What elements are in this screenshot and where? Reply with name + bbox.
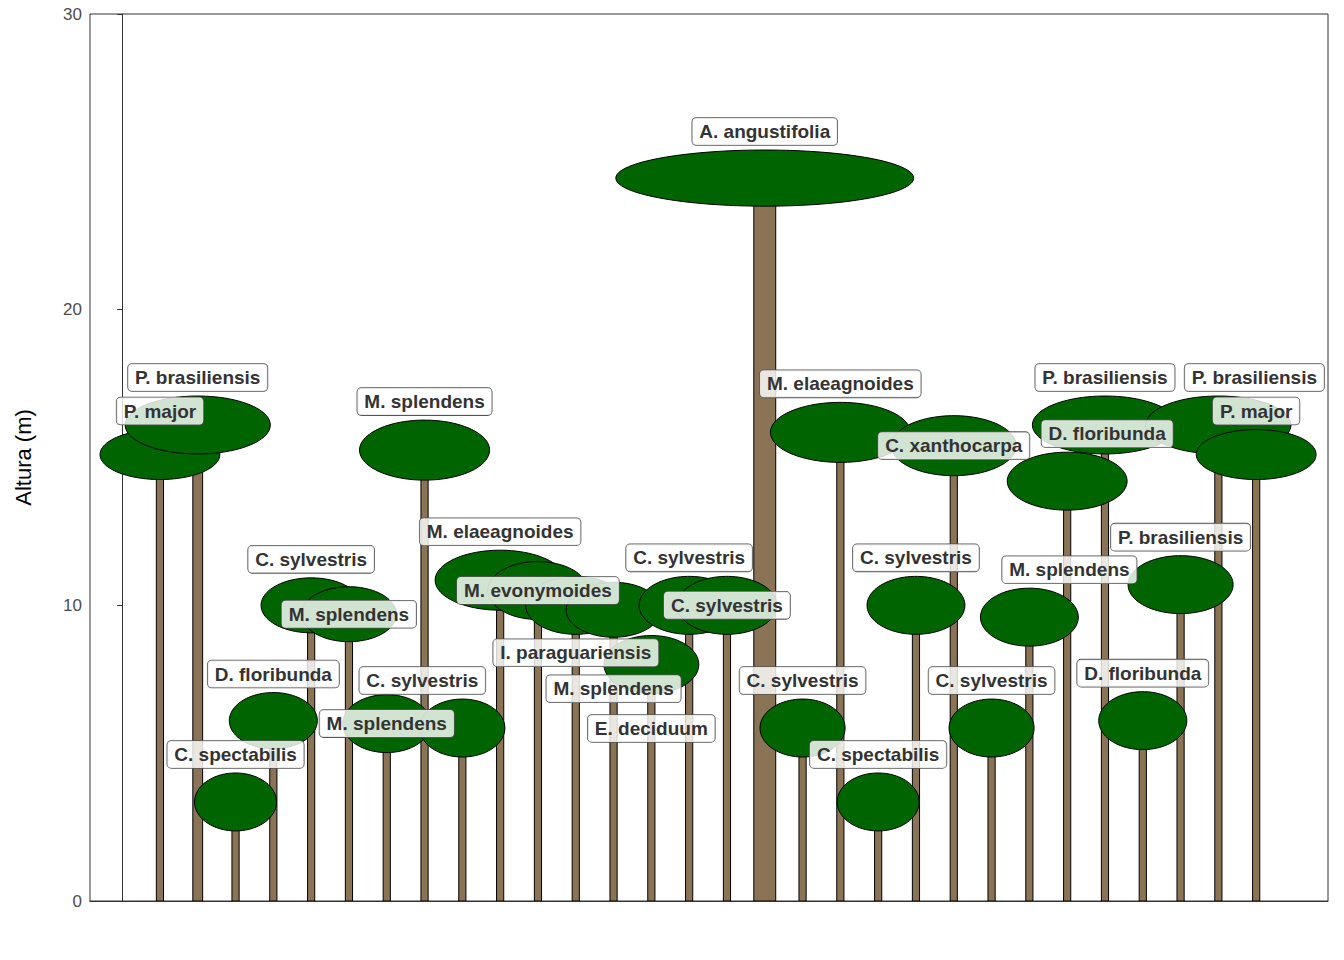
- svg-text:M. elaeagnoides: M. elaeagnoides: [767, 373, 914, 394]
- svg-text:I. paraguariensis: I. paraguariensis: [500, 642, 651, 663]
- svg-text:P. brasiliensis: P. brasiliensis: [1042, 367, 1167, 388]
- svg-text:P. major: P. major: [124, 401, 197, 422]
- svg-text:P. major: P. major: [1220, 401, 1293, 422]
- svg-text:C. sylvestris: C. sylvestris: [936, 670, 1048, 691]
- svg-text:M. splendens: M. splendens: [364, 391, 484, 412]
- svg-text:C. sylvestris: C. sylvestris: [671, 595, 783, 616]
- svg-text:C. sylvestris: C. sylvestris: [255, 549, 367, 570]
- svg-text:P. brasiliensis: P. brasiliensis: [1192, 367, 1317, 388]
- svg-text:C. sylvestris: C. sylvestris: [860, 547, 972, 568]
- svg-text:Altura (m): Altura (m): [11, 409, 36, 506]
- svg-text:10: 10: [63, 596, 82, 615]
- svg-text:M. splendens: M. splendens: [553, 678, 673, 699]
- svg-text:C. xanthocarpa: C. xanthocarpa: [885, 435, 1023, 456]
- svg-text:C. sylvestris: C. sylvestris: [366, 670, 478, 691]
- svg-text:M. elaeagnoides: M. elaeagnoides: [427, 521, 574, 542]
- svg-text:C. spectabilis: C. spectabilis: [174, 744, 296, 765]
- svg-text:20: 20: [63, 300, 82, 319]
- svg-text:P. brasiliensis: P. brasiliensis: [135, 367, 260, 388]
- svg-text:M. splendens: M. splendens: [289, 604, 409, 625]
- svg-text:C. spectabilis: C. spectabilis: [817, 744, 940, 765]
- svg-text:M. evonymoides: M. evonymoides: [464, 580, 612, 601]
- svg-text:30: 30: [63, 5, 82, 24]
- svg-text:C. sylvestris: C. sylvestris: [747, 670, 859, 691]
- svg-text:P. brasiliensis: P. brasiliensis: [1118, 527, 1243, 548]
- svg-text:D. floribunda: D. floribunda: [1084, 663, 1202, 684]
- svg-text:M. splendens: M. splendens: [1009, 559, 1129, 580]
- svg-text:A. angustifolia: A. angustifolia: [699, 121, 830, 142]
- svg-text:D. floribunda: D. floribunda: [1049, 423, 1167, 444]
- svg-text:C. sylvestris: C. sylvestris: [633, 547, 745, 568]
- svg-text:0: 0: [73, 892, 82, 911]
- svg-text:E. deciduum: E. deciduum: [595, 718, 708, 739]
- svg-text:M. splendens: M. splendens: [327, 713, 447, 734]
- svg-text:D. floribunda: D. floribunda: [215, 664, 333, 685]
